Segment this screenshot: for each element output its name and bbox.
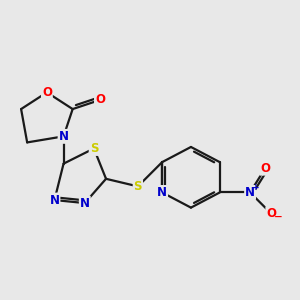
Text: N: N xyxy=(80,196,90,210)
Text: O: O xyxy=(260,162,270,175)
Text: O: O xyxy=(266,207,276,220)
Text: O: O xyxy=(42,86,52,99)
Text: N: N xyxy=(157,186,167,199)
Text: S: S xyxy=(90,142,98,155)
Text: N: N xyxy=(58,130,69,143)
Text: S: S xyxy=(134,180,142,193)
Text: N: N xyxy=(245,186,255,199)
Text: −: − xyxy=(274,212,282,222)
Text: O: O xyxy=(95,94,105,106)
Text: +: + xyxy=(252,182,260,191)
Text: N: N xyxy=(50,194,59,206)
